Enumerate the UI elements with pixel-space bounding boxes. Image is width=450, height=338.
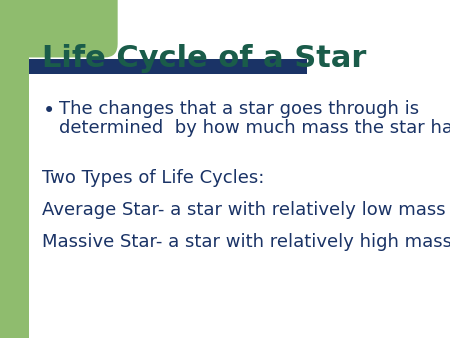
Text: Average Star- a star with relatively low mass: Average Star- a star with relatively low…: [42, 201, 446, 219]
Text: Massive Star- a star with relatively high mass: Massive Star- a star with relatively hig…: [42, 233, 450, 251]
Text: Life Cycle of a Star: Life Cycle of a Star: [42, 44, 367, 73]
FancyBboxPatch shape: [0, 0, 29, 338]
Text: determined  by how much mass the star has.: determined by how much mass the star has…: [59, 119, 450, 137]
Text: The changes that a star goes through is: The changes that a star goes through is: [59, 100, 419, 118]
Text: •: •: [42, 101, 55, 121]
FancyBboxPatch shape: [0, 0, 117, 57]
Text: Two Types of Life Cycles:: Two Types of Life Cycles:: [42, 169, 265, 187]
FancyBboxPatch shape: [29, 59, 307, 74]
